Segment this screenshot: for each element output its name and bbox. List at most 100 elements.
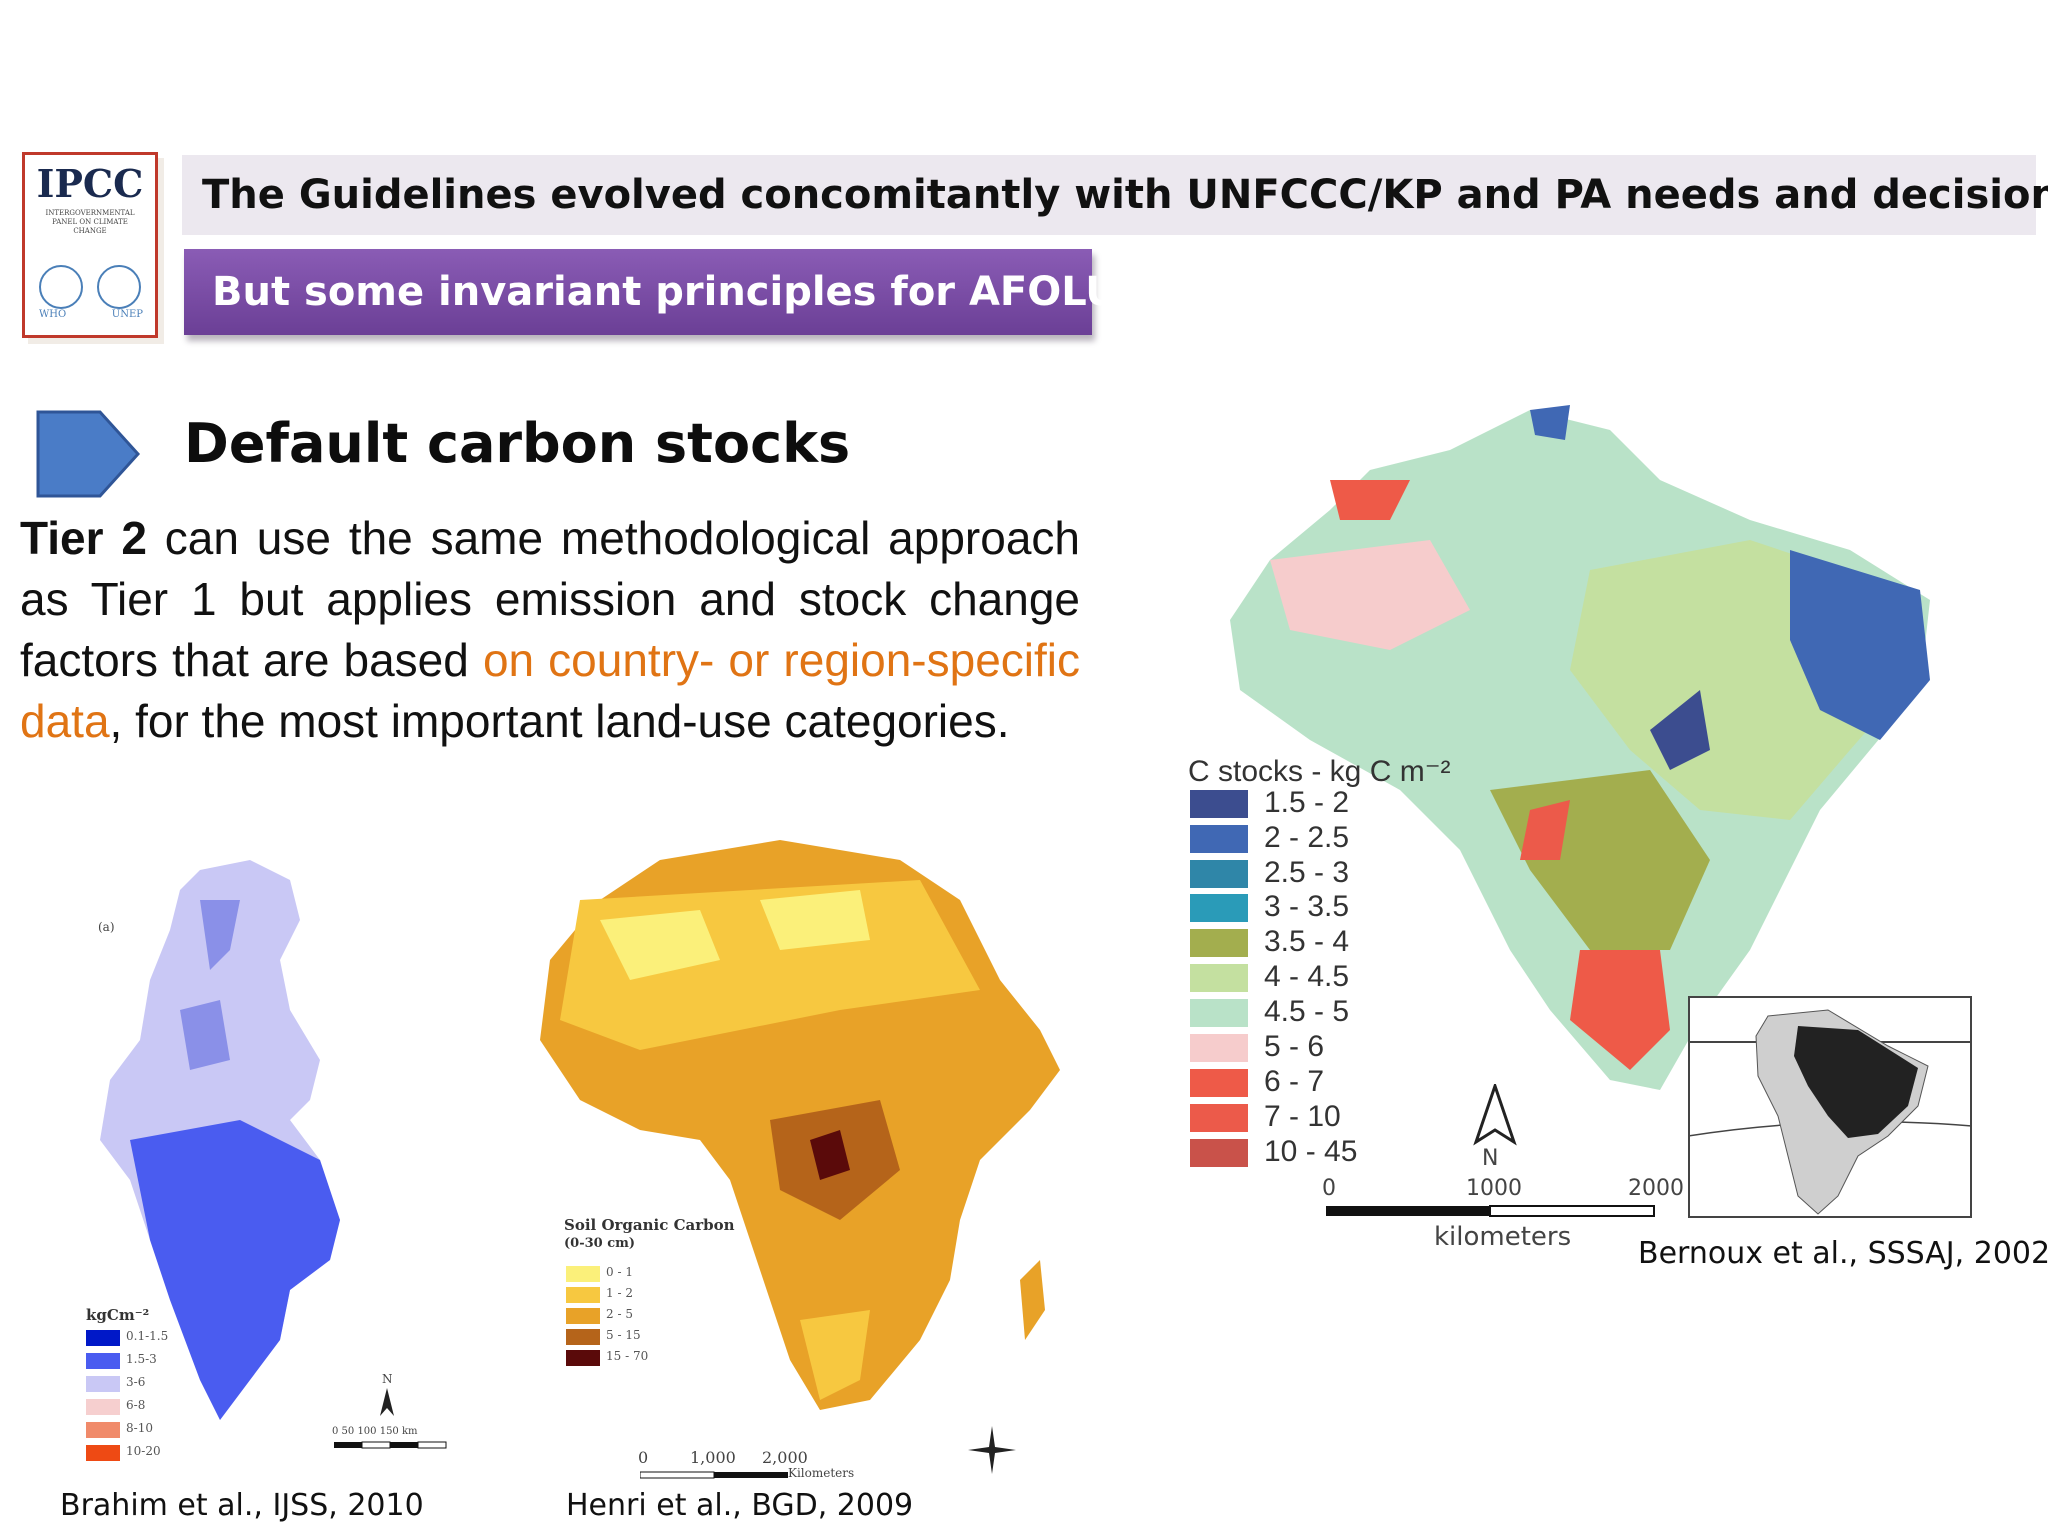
africa-scale-tick: 2,000 [762, 1448, 808, 1467]
legend-label: 3.5 - 4 [1264, 925, 1350, 958]
legend-label: 2 - 2.5 [1264, 821, 1350, 854]
legend-label: 7 - 10 [1264, 1100, 1341, 1133]
legend-label: 6 - 7 [1264, 1065, 1325, 1098]
tunisia-scale-bar [334, 1441, 447, 1449]
legend-swatch [1190, 1034, 1248, 1062]
legend-label: 0 - 1 [606, 1265, 633, 1279]
legend-swatch [566, 1329, 600, 1345]
legend-swatch [1190, 964, 1248, 992]
africa-citation: Henri et al., BGD, 2009 [566, 1488, 914, 1523]
legend-label: 10 - 45 [1264, 1135, 1358, 1168]
brazil-scale-tick: 1000 [1466, 1176, 1522, 1201]
legend-swatch [1190, 860, 1248, 888]
south-america-inset-map [1688, 996, 1972, 1218]
legend-swatch [566, 1350, 600, 1366]
brazil-legend-item: 4 - 4.5 [1190, 960, 1390, 994]
section-heading: Default carbon stocks [184, 412, 851, 475]
legend-swatch [86, 1422, 120, 1438]
compass-icon [968, 1426, 1016, 1474]
legend-swatch [86, 1399, 120, 1415]
africa-scale-tick: 1,000 [690, 1448, 736, 1467]
logo-left-caption: WHO [39, 309, 67, 320]
legend-swatch [1190, 825, 1248, 853]
brazil-legend-item: 3 - 3.5 [1190, 890, 1390, 924]
body-part-1: can use the same methodological approach… [20, 512, 1080, 686]
logo-text: IPCC [36, 161, 144, 206]
legend-swatch [1190, 1069, 1248, 1097]
legend-label: 10-20 [126, 1444, 161, 1458]
africa-scale-unit: Kilometers [788, 1466, 855, 1480]
legend-label: 1.5 - 2 [1264, 786, 1350, 819]
legend-label: 5 - 15 [606, 1328, 641, 1342]
legend-swatch [566, 1287, 600, 1303]
legend-swatch [1190, 1139, 1248, 1167]
africa-legend-subtitle: (0-30 cm) [564, 1236, 636, 1251]
logo-right-caption: UNEP [111, 309, 143, 320]
tunisia-panel-label: (a) [98, 920, 115, 934]
brazil-scale-tick: 0 [1322, 1176, 1336, 1201]
legend-swatch [1190, 999, 1248, 1027]
legend-label: 4.5 - 5 [1264, 995, 1350, 1028]
legend-swatch [1190, 894, 1248, 922]
north-arrow-icon [1473, 1084, 1517, 1146]
legend-swatch [1190, 929, 1248, 957]
brazil-north-label: N [1482, 1146, 1499, 1171]
legend-swatch [566, 1308, 600, 1324]
who-emblem-icon [39, 265, 83, 309]
brazil-legend-item: 6 - 7 [1190, 1065, 1390, 1099]
brazil-scale-unit: kilometers [1434, 1222, 1572, 1252]
legend-label: 6-8 [126, 1398, 146, 1412]
legend-swatch [86, 1376, 120, 1392]
brazil-legend-item: 3.5 - 4 [1190, 925, 1390, 959]
legend-label: 1.5-3 [126, 1352, 157, 1366]
africa-legend-title: Soil Organic Carbon [564, 1216, 735, 1234]
legend-swatch [1190, 1104, 1248, 1132]
brazil-legend-item: 2.5 - 3 [1190, 856, 1390, 890]
legend-label: 5 - 6 [1264, 1030, 1325, 1063]
legend-label: 15 - 70 [606, 1349, 649, 1363]
brazil-scale-tick: 2000 [1628, 1176, 1684, 1201]
legend-swatch [86, 1445, 120, 1461]
body-highlight: on country- or region-specific data [20, 634, 1080, 747]
tunisia-scale-text: 0 50 100 150 km [332, 1426, 418, 1437]
legend-label: 0.1-1.5 [126, 1329, 169, 1343]
pentagon-arrow-icon [36, 410, 140, 498]
ipcc-logo: IPCC INTERGOVERNMENTAL PANEL ON CLIMATE … [22, 152, 158, 338]
legend-swatch [86, 1353, 120, 1369]
brazil-scale-bar [1326, 1205, 1655, 1217]
africa-carbon-map [540, 840, 1060, 1410]
brazil-legend-item: 2 - 2.5 [1190, 821, 1390, 855]
body-strong: Tier 2 [20, 512, 147, 564]
legend-swatch [1190, 790, 1248, 818]
brazil-carbon-map [1230, 405, 1930, 1090]
legend-label: 2.5 - 3 [1264, 856, 1350, 889]
brazil-citation: Bernoux et al., SSSAJ, 2002 [1638, 1236, 2048, 1271]
body-paragraph: Tier 2 can use the same methodological a… [20, 508, 1080, 752]
tunisia-north-label: N [382, 1372, 393, 1386]
body-part-2: , for the most important land-use catego… [109, 695, 1010, 747]
tunisia-legend-title: kgCm⁻² [86, 1306, 150, 1324]
africa-scale-bar [640, 1471, 788, 1479]
tunisia-citation: Brahim et al., IJSS, 2010 [60, 1488, 424, 1523]
logo-subtext: INTERGOVERNMENTAL PANEL ON CLIMATE CHANG… [45, 209, 135, 235]
slide-title: The Guidelines evolved concomitantly wit… [182, 155, 2048, 235]
legend-swatch [566, 1266, 600, 1282]
brazil-legend-item: 7 - 10 [1190, 1100, 1390, 1134]
legend-label: 4 - 4.5 [1264, 960, 1350, 993]
tunisia-carbon-map [100, 860, 340, 1420]
brazil-legend-item: 5 - 6 [1190, 1030, 1390, 1064]
brazil-legend-item: 1.5 - 2 [1190, 786, 1390, 820]
brazil-legend-item: 4.5 - 5 [1190, 995, 1390, 1029]
brazil-legend-item: 10 - 45 [1190, 1135, 1390, 1169]
unep-emblem-icon [97, 265, 141, 309]
legend-label: 2 - 5 [606, 1307, 633, 1321]
legend-label: 3-6 [126, 1375, 146, 1389]
tunisia-north-arrow-icon [380, 1388, 394, 1416]
brazil-legend-title: C stocks - kg C m⁻² [1188, 755, 1451, 788]
slide-subtitle: But some invariant principles for AFOLU [184, 249, 1118, 335]
legend-label: 1 - 2 [606, 1286, 633, 1300]
legend-label: 3 - 3.5 [1264, 890, 1350, 923]
legend-label: 8-10 [126, 1421, 153, 1435]
africa-scale-tick: 0 [638, 1448, 649, 1467]
legend-swatch [86, 1330, 120, 1346]
